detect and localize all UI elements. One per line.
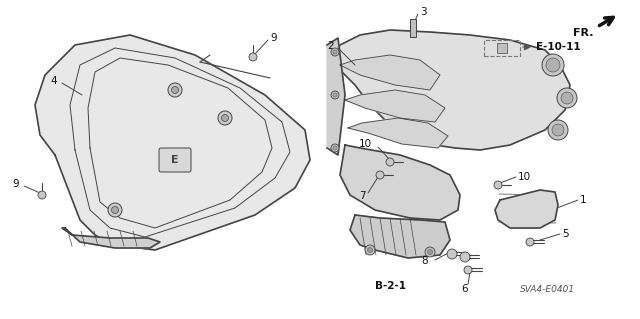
Circle shape: [447, 249, 457, 259]
Text: 1: 1: [580, 195, 587, 205]
Circle shape: [331, 91, 339, 99]
Circle shape: [367, 248, 372, 253]
Circle shape: [111, 206, 118, 213]
Text: 7: 7: [358, 191, 365, 201]
Circle shape: [376, 171, 384, 179]
Circle shape: [552, 124, 564, 136]
Text: 10: 10: [518, 172, 531, 182]
FancyBboxPatch shape: [159, 148, 191, 172]
Text: 10: 10: [359, 139, 372, 149]
Polygon shape: [345, 90, 445, 122]
Circle shape: [548, 120, 568, 140]
Bar: [497, 43, 507, 53]
Polygon shape: [495, 190, 558, 228]
Text: E-10-11: E-10-11: [536, 42, 580, 52]
Text: FR.: FR.: [573, 28, 593, 38]
Polygon shape: [327, 38, 345, 155]
Circle shape: [172, 86, 179, 93]
Circle shape: [331, 48, 339, 56]
Circle shape: [561, 92, 573, 104]
Text: 4: 4: [51, 76, 57, 86]
Circle shape: [546, 58, 560, 72]
Text: 9: 9: [12, 179, 19, 189]
Polygon shape: [62, 228, 160, 248]
Text: 6: 6: [461, 284, 468, 294]
Text: 9: 9: [270, 33, 276, 43]
Circle shape: [365, 245, 375, 255]
Text: 8: 8: [421, 256, 428, 266]
Circle shape: [38, 191, 46, 199]
Bar: [410, 19, 416, 37]
Circle shape: [464, 266, 472, 274]
Circle shape: [218, 111, 232, 125]
Text: SVA4-E0401: SVA4-E0401: [520, 286, 575, 294]
Circle shape: [425, 247, 435, 257]
Circle shape: [460, 252, 470, 262]
Circle shape: [108, 203, 122, 217]
Circle shape: [331, 144, 339, 152]
Circle shape: [557, 88, 577, 108]
Polygon shape: [35, 35, 310, 250]
Circle shape: [494, 181, 502, 189]
Circle shape: [428, 249, 433, 255]
Polygon shape: [340, 145, 460, 220]
Circle shape: [168, 83, 182, 97]
Circle shape: [333, 50, 337, 54]
Polygon shape: [348, 118, 448, 148]
Circle shape: [249, 53, 257, 61]
Circle shape: [333, 146, 337, 150]
Text: 5: 5: [562, 229, 568, 239]
Circle shape: [526, 238, 534, 246]
Text: 2: 2: [328, 41, 334, 51]
Text: B-2-1: B-2-1: [374, 281, 406, 291]
Circle shape: [221, 115, 228, 122]
Polygon shape: [350, 215, 450, 258]
Circle shape: [386, 158, 394, 166]
Circle shape: [542, 54, 564, 76]
Text: E: E: [171, 155, 179, 165]
Text: 3: 3: [420, 7, 427, 17]
Polygon shape: [340, 55, 440, 90]
Polygon shape: [330, 30, 570, 150]
Circle shape: [333, 93, 337, 97]
